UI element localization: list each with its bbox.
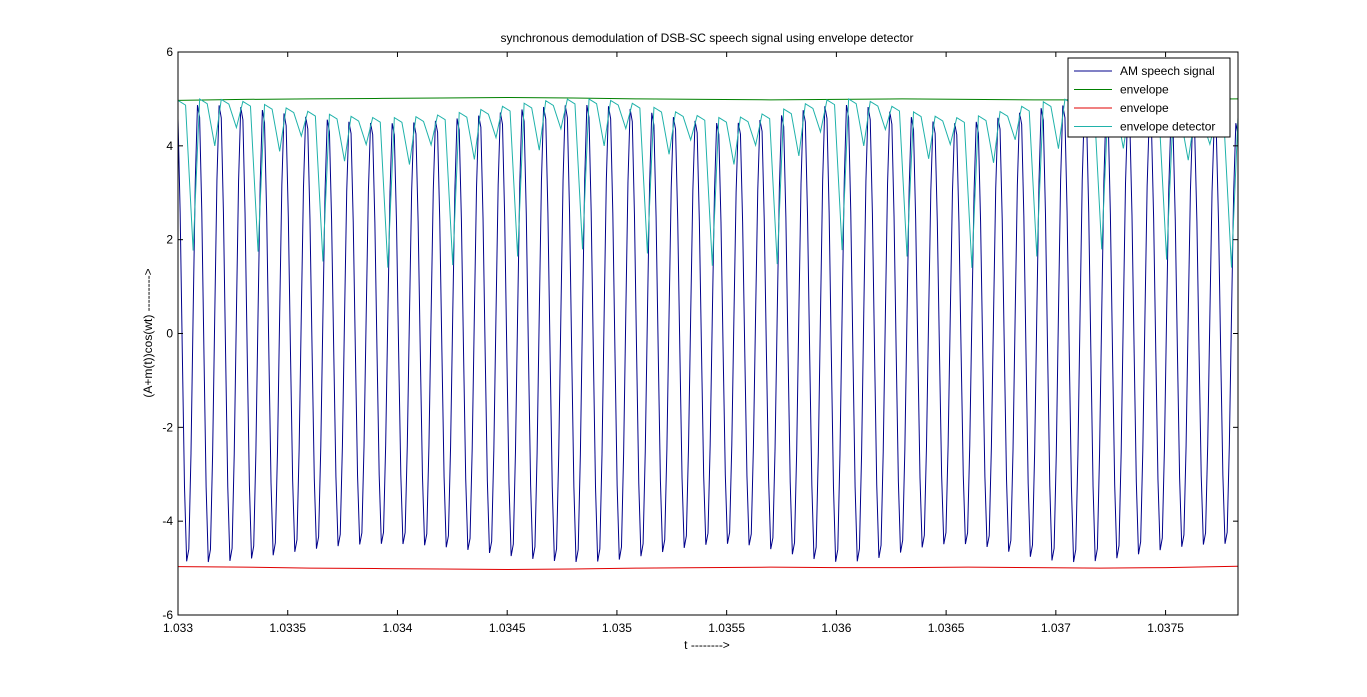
series-layer — [177, 97, 1239, 570]
y-tick-label: -4 — [162, 514, 173, 528]
plot-area: 1.033 1.0335 1.034 1.0345 1.035 1.0355 1.036 1.… — [162, 45, 1239, 635]
legend-label: envelope detector — [1120, 120, 1215, 134]
y-tick-label: -6 — [162, 608, 173, 622]
y-tick-label: 0 — [166, 327, 173, 341]
legend-label: AM speech signal — [1120, 64, 1215, 78]
series-envelope-detector — [177, 98, 1239, 268]
y-tick-label: 2 — [166, 233, 173, 247]
legend-items: AM speech signal envelope envelope envelope… — [1074, 64, 1215, 134]
x-tick-label: 1.033 — [163, 621, 193, 635]
x-tick-label: 1.0375 — [1147, 621, 1184, 635]
series-envelope-upper — [177, 97, 1239, 101]
legend: AM speech signal envelope envelope envelope… — [1067, 57, 1231, 138]
chart-title: synchronous demodulation of DSB-SC speec… — [501, 31, 914, 45]
legend-label: envelope — [1120, 101, 1169, 115]
x-axis-label: t --------> — [684, 638, 730, 652]
x-ticks: 1.033 1.0335 1.034 1.0345 1.035 1.0355 1.036 1.… — [163, 52, 1184, 635]
legend-label: envelope — [1120, 83, 1169, 97]
y-ticks: -6 -4 -2 0 2 4 6 — [162, 45, 1238, 622]
x-tick-label: 1.0365 — [928, 621, 965, 635]
x-tick-label: 1.034 — [382, 621, 412, 635]
x-tick-label: 1.0335 — [269, 621, 306, 635]
y-axis-label: (A+m(t))cos(wt) ---------> — [141, 268, 155, 397]
series-envelope-lower — [177, 565, 1239, 570]
y-tick-label: 6 — [166, 45, 173, 59]
series-am-speech-signal — [177, 104, 1239, 563]
x-tick-label: 1.0355 — [708, 621, 745, 635]
x-tick-label: 1.035 — [602, 621, 632, 635]
x-tick-label: 1.037 — [1041, 621, 1071, 635]
x-tick-label: 1.036 — [821, 621, 851, 635]
axes-frame — [177, 51, 1239, 616]
y-tick-label: -2 — [162, 420, 173, 434]
x-tick-label: 1.0345 — [489, 621, 526, 635]
y-tick-label: 4 — [166, 139, 173, 153]
